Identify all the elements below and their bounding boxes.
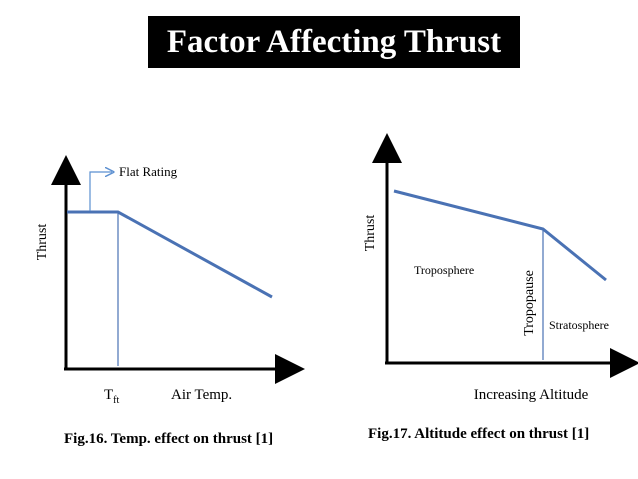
fig1-tick-main: T: [104, 387, 113, 403]
fig1-tick-label: Tft: [104, 387, 120, 406]
fig1-tick-sub: ft: [113, 395, 119, 406]
fig1-thrust-curve: [67, 210, 273, 299]
figure2-diagram: Thrust Troposphere Tropopause Stratosphe…: [363, 133, 638, 403]
fig16-caption: Fig.16. Temp. effect on thrust [1]: [64, 431, 274, 447]
fig2-y-axis-label: Thrust: [363, 215, 378, 252]
fig1-y-axis-label: Thrust: [35, 224, 50, 261]
fig17-caption: Fig.17. Altitude effect on thrust [1]: [368, 426, 590, 442]
flat-rating-arrow: [89, 172, 112, 211]
fig2-stratosphere-label: Stratosphere: [549, 318, 609, 332]
fig2-troposphere-label: Troposphere: [414, 263, 474, 277]
title-banner: Factor Affecting Thrust: [148, 16, 520, 68]
fig1-annotation-flat-rating: Flat Rating: [119, 164, 178, 179]
fig2-x-axis-label: Increasing Altitude: [474, 387, 589, 403]
fig1-x-axis-label: Air Temp.: [171, 387, 232, 403]
figure1-diagram: Flat Rating Thrust Tft Air Temp.: [35, 155, 305, 406]
page-title: Factor Affecting Thrust: [166, 23, 502, 60]
fig2-tropopause-label: Tropopause: [522, 270, 537, 336]
